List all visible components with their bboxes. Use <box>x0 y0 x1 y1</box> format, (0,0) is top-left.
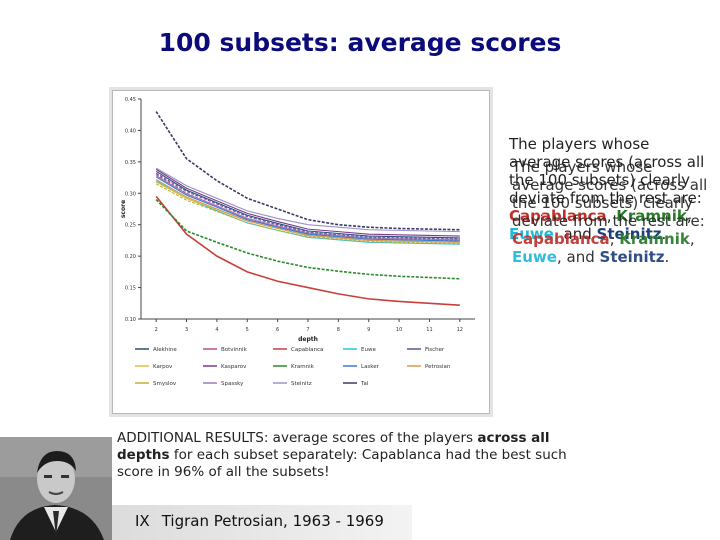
player-kramnik-duplicate: Kramnik <box>619 230 690 248</box>
legend-label-fischer: Fischer <box>425 347 445 353</box>
slide-title: 100 subsets: average scores <box>158 28 562 57</box>
player-steinitz-duplicate: Steinitz <box>599 248 665 266</box>
legend-label-kramnik: Kramnik <box>291 364 315 370</box>
y-tick-label: 0.15 <box>125 286 136 292</box>
additional-bold: across all depths <box>117 430 550 463</box>
y-tick-label: 0.25 <box>125 223 136 229</box>
caption-bar <box>112 505 412 540</box>
separator-2: , <box>686 207 692 225</box>
series-line-euwe <box>155 180 460 245</box>
x-tick-label: 12 <box>457 327 463 333</box>
x-tick-label: 4 <box>215 327 218 333</box>
legend-label-steinitz: Steinitz <box>291 381 312 387</box>
series-line-botvinnik <box>155 173 460 241</box>
caption-text: Tigran Petrosian, 1963 - 1969 <box>161 512 384 530</box>
line-chart: 0.10 0.15 0.20 0.25 0.30 0.35 0.40 0.45 2 3 4 5 6 7 8 9… <box>120 97 475 387</box>
x-tick-label: 11 <box>426 327 432 333</box>
side-end-duplicate: . <box>664 248 670 266</box>
y-tick-label: 0.10 <box>125 317 136 323</box>
legend-label-botvinnik: Botvinnik <box>221 347 248 353</box>
y-tick-label: 0.30 <box>125 191 136 197</box>
y-tick-label: 0.35 <box>125 160 136 166</box>
legend-label-karpov: Karpov <box>153 364 173 370</box>
portrait-photo <box>0 437 112 540</box>
series-line-lasker <box>155 176 460 242</box>
x-tick-label: 9 <box>367 327 370 333</box>
series-line-fischer <box>155 172 460 240</box>
player-euwe: Euwe <box>509 225 554 243</box>
legend-label-smyslov: Smyslov <box>153 381 177 387</box>
y-tick-label: 0.20 <box>125 254 136 260</box>
legend-label-euwe: Euwe <box>361 347 376 353</box>
separator-2-duplicate: , <box>689 230 695 248</box>
legend-label-lasker: Lasker <box>361 364 380 370</box>
additional-part2: for each subset separately: Capablanca h… <box>117 447 567 480</box>
x-tick-label: 7 <box>306 327 309 333</box>
legend-label-alekhine: Alekhine <box>153 347 177 353</box>
player-euwe-duplicate: Euwe <box>512 248 557 266</box>
x-tick-label: 5 <box>246 327 249 333</box>
series-line-kramnik <box>155 199 460 280</box>
series-line-kasparov <box>155 168 460 237</box>
y-axis-label: score <box>120 200 127 218</box>
series-line-alekhine <box>155 170 460 239</box>
player-kramnik: Kramnik <box>616 207 687 225</box>
x-tick-label: 2 <box>155 327 158 333</box>
series-line-capablanca <box>155 195 460 306</box>
side-end: . <box>661 225 667 243</box>
separator-1: , <box>606 207 612 225</box>
series-line-petrosian <box>155 178 460 243</box>
legend-label-petrosian: Petrosian <box>425 364 451 370</box>
separator-3: , and <box>553 225 592 243</box>
additional-results: ADDITIONAL RESULTS: average scores of th… <box>117 430 597 481</box>
legend-label-capablanca: Capablanca <box>291 347 323 353</box>
caption-roman: IX <box>135 512 150 530</box>
series-line-tal <box>155 111 460 231</box>
player-capablanca: Capablanca <box>509 207 607 225</box>
player-steinitz: Steinitz <box>596 225 662 243</box>
side-intro: The players whose average scores (across… <box>509 135 705 207</box>
caption: IX Tigran Petrosian, 1963 - 1969 <box>135 512 384 530</box>
chart-frame: 0.10 0.15 0.20 0.25 0.30 0.35 0.40 0.45 2 3 4 5 6 7 8 9… <box>112 90 490 414</box>
x-tick-label: 6 <box>276 327 279 333</box>
legend-label-spassky: Spassky <box>221 381 244 387</box>
separator-3-duplicate: , and <box>556 248 595 266</box>
x-tick-label: 10 <box>396 327 402 333</box>
series-line-spassky <box>155 175 460 241</box>
player-capablanca-duplicate: Capablanca <box>512 230 610 248</box>
additional-part1: ADDITIONAL RESULTS: average scores of th… <box>117 430 478 446</box>
y-tick-label: 0.40 <box>125 128 136 134</box>
y-tick-label: 0.45 <box>125 97 136 103</box>
side-text-duplicate: The players whose average scores (across… <box>512 158 712 266</box>
legend-label-kasparov: Kasparov <box>221 364 247 370</box>
series-line-smyslov <box>155 183 460 245</box>
side-intro-duplicate: The players whose average scores (across… <box>512 158 708 230</box>
separator-1-duplicate: , <box>609 230 615 248</box>
x-tick-label: 8 <box>337 327 340 333</box>
x-tick-label: 3 <box>185 327 188 333</box>
legend-label-tal: Tal <box>360 381 369 387</box>
portrait-image <box>0 437 112 540</box>
series-line-steinitz <box>155 167 460 233</box>
x-axis-label: depth <box>298 336 318 343</box>
side-text: The players whose average scores (across… <box>509 135 709 243</box>
